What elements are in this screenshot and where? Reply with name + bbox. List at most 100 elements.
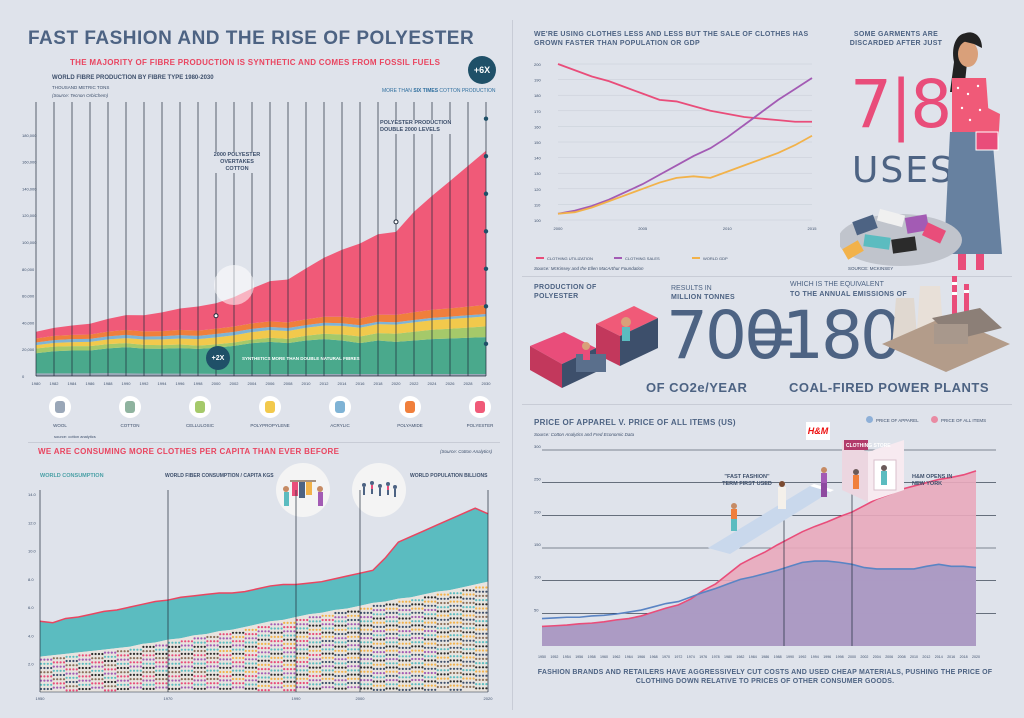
crowd-figure bbox=[293, 689, 296, 692]
crowd-figure bbox=[238, 661, 241, 664]
crowd-figure bbox=[46, 666, 49, 670]
crowd-figure bbox=[158, 652, 161, 655]
crowd-figure bbox=[341, 641, 344, 644]
crowd-figure bbox=[242, 656, 245, 660]
legend-label: CLOTHING SALES bbox=[625, 256, 660, 261]
crowd-figure bbox=[289, 651, 293, 654]
crowd-figure bbox=[78, 679, 81, 682]
crowd-figure bbox=[411, 662, 414, 665]
crowd-figure bbox=[142, 675, 145, 678]
crowd-figure bbox=[132, 678, 136, 681]
crowd-figure bbox=[244, 683, 247, 686]
crowd-figure bbox=[414, 628, 417, 631]
crowd-figure bbox=[260, 626, 264, 629]
crowd-figure bbox=[56, 669, 59, 672]
crowd-figure bbox=[180, 652, 183, 655]
crowd-figure bbox=[363, 649, 366, 652]
crowd-figure bbox=[372, 613, 375, 616]
crowd-figure bbox=[434, 629, 437, 633]
crowd-figure bbox=[423, 600, 427, 603]
crowd-figure bbox=[107, 668, 110, 671]
crowd-figure bbox=[110, 655, 113, 658]
crowd-figure bbox=[462, 677, 465, 680]
crowd-figure bbox=[472, 601, 475, 604]
crowd-figure bbox=[452, 671, 456, 675]
x-tick-label: 2018 bbox=[374, 381, 384, 386]
crowd-figure bbox=[306, 618, 309, 622]
crowd-figure bbox=[257, 659, 260, 662]
crowd-figure bbox=[235, 673, 238, 676]
crowd-figure bbox=[408, 613, 411, 616]
x-tick-label: 2028 bbox=[464, 381, 474, 386]
crowd-figure bbox=[347, 656, 350, 659]
crowd-figure bbox=[465, 614, 468, 617]
crowd-figure bbox=[286, 689, 289, 692]
crowd-figure bbox=[277, 677, 280, 680]
crowd-figure bbox=[366, 666, 369, 669]
crowd-figure bbox=[139, 678, 142, 681]
crowd-figure bbox=[39, 662, 43, 665]
crowd-figure bbox=[229, 641, 232, 644]
crowd-figure bbox=[469, 660, 472, 663]
crowd-figure bbox=[132, 648, 136, 651]
crowd-figure bbox=[427, 650, 430, 654]
crowd-figure bbox=[324, 614, 328, 617]
crowd-figure bbox=[456, 608, 459, 612]
crowd-figure bbox=[475, 590, 478, 593]
x-tick-label: 1996 bbox=[176, 381, 186, 386]
crowd-figure bbox=[347, 623, 350, 626]
crowd-figure bbox=[436, 643, 439, 647]
crowd-figure bbox=[430, 621, 433, 624]
y-tick-label: 110 bbox=[534, 202, 541, 207]
crowd-figure bbox=[324, 618, 328, 622]
series-marker-dot bbox=[483, 229, 489, 234]
crowd-figure bbox=[337, 649, 340, 652]
area-acrylic bbox=[36, 313, 486, 346]
crowd-figure bbox=[225, 683, 229, 686]
crowd-figure bbox=[359, 658, 363, 661]
crowd-figure bbox=[350, 660, 353, 664]
crowd-figure bbox=[283, 642, 286, 645]
crowd-figure bbox=[481, 662, 485, 665]
crowd-figure bbox=[184, 648, 187, 651]
y-tick-label: 200 bbox=[534, 509, 541, 514]
y-tick-label: 6.0 bbox=[28, 605, 34, 610]
crowd-figure bbox=[306, 635, 309, 638]
crowd-figure bbox=[114, 655, 117, 658]
crowd-figure bbox=[318, 624, 322, 627]
crowd-figure bbox=[229, 649, 232, 653]
crowd-figure bbox=[110, 676, 113, 679]
crowd-figure bbox=[52, 665, 55, 668]
crowd-figure bbox=[334, 687, 337, 690]
crowd-figure bbox=[456, 600, 459, 603]
crowd-figure bbox=[126, 671, 130, 674]
crowd-figure bbox=[81, 675, 84, 678]
crowd-figure bbox=[39, 675, 43, 678]
crowd-figure bbox=[331, 635, 334, 638]
crowd-figure bbox=[295, 677, 299, 680]
crowd-figure bbox=[254, 649, 258, 652]
crowd-figure bbox=[231, 635, 235, 639]
crowd-figure bbox=[465, 597, 468, 600]
crowd-figure bbox=[481, 641, 485, 644]
crowd-figure bbox=[50, 658, 53, 661]
crowd-figure bbox=[59, 682, 62, 685]
clothing-store-sign: CLOTHING STORE bbox=[846, 443, 891, 449]
crowd-figure bbox=[260, 647, 264, 650]
crowd-figure bbox=[434, 650, 437, 654]
crowd-figure bbox=[485, 594, 488, 597]
crowd-figure bbox=[440, 635, 443, 638]
crowd-figure bbox=[50, 671, 53, 674]
crowd-figure bbox=[434, 655, 437, 658]
crowd-figure bbox=[328, 635, 331, 638]
crowd-figure bbox=[283, 689, 286, 692]
crowd-figure bbox=[155, 657, 158, 660]
crowd-figure bbox=[155, 678, 158, 681]
crowd-figure bbox=[78, 658, 81, 661]
crowd-figure bbox=[392, 687, 395, 690]
crowd-figure bbox=[101, 665, 104, 668]
crowd-figure bbox=[209, 673, 212, 676]
crowd-figure bbox=[103, 676, 107, 679]
crowd-figure bbox=[318, 666, 322, 669]
crowd-figure bbox=[116, 662, 119, 665]
